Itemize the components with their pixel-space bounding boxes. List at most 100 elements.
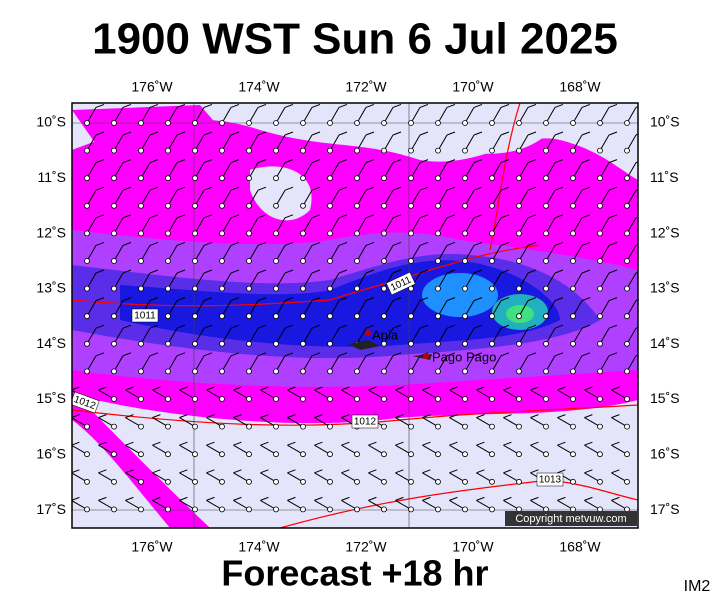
barb-staff <box>167 355 178 372</box>
barb-staff <box>611 499 628 510</box>
barb-flag <box>608 159 618 164</box>
barb-staff <box>194 245 205 262</box>
barb-flag <box>311 241 321 246</box>
barb-flag <box>422 414 431 419</box>
barb-staff <box>437 300 448 317</box>
barb-staff <box>626 355 637 372</box>
barb-station <box>381 313 387 320</box>
barb-staff <box>410 327 421 345</box>
barb-flag <box>557 469 566 474</box>
barb-flag <box>527 297 537 302</box>
barb-station <box>84 147 90 154</box>
label-box <box>385 271 416 296</box>
barb-station <box>273 147 279 154</box>
barb-station <box>246 230 252 237</box>
barb-flag <box>95 103 105 108</box>
barb-flag <box>230 241 240 246</box>
barb-staff <box>518 189 529 207</box>
barb-station <box>84 451 90 458</box>
barb-flag <box>176 131 186 136</box>
barb-station <box>624 258 630 264</box>
barb-flag <box>125 386 134 391</box>
barb-flag <box>503 496 512 501</box>
barb-station <box>624 285 630 292</box>
label-box <box>351 414 379 429</box>
barb-station <box>165 396 171 402</box>
barb-station <box>273 340 279 347</box>
barb-flag <box>338 352 348 357</box>
barb-flag <box>581 297 591 302</box>
barb-station <box>111 258 117 264</box>
barb-station <box>624 396 630 402</box>
barb-staff <box>491 217 502 234</box>
barb-flag <box>230 324 240 329</box>
barb-flag <box>365 324 375 329</box>
barb-staff <box>611 444 628 455</box>
barb-flag <box>341 414 350 419</box>
barb-station <box>219 451 225 458</box>
barb-flag <box>98 441 107 446</box>
barb-flag <box>608 214 618 219</box>
barb-flag <box>392 186 402 191</box>
barb-station <box>327 175 333 182</box>
barb-station <box>111 478 117 485</box>
barb-station <box>354 368 360 375</box>
barb-staff <box>410 162 421 179</box>
barb-station <box>543 423 549 430</box>
barb-station <box>624 175 630 182</box>
barb-station <box>381 258 387 264</box>
barb-staff <box>383 134 394 151</box>
barb-station <box>273 368 279 375</box>
barb-staff <box>545 355 556 372</box>
barb-flag <box>554 269 564 274</box>
lon-label: 176˚W <box>131 539 173 555</box>
barb-flag <box>554 324 564 329</box>
barb-flag <box>257 324 267 329</box>
barb-station <box>111 202 117 209</box>
barb-station <box>354 478 360 485</box>
barb-flag <box>473 131 483 136</box>
barb-staff <box>248 245 259 262</box>
barb-station <box>219 506 225 513</box>
barb-flag <box>368 496 377 501</box>
barb-staff <box>287 389 304 400</box>
barb-station <box>219 313 225 320</box>
barb-staff <box>152 499 169 510</box>
barb-staff <box>194 189 205 207</box>
barb-flag <box>203 103 213 108</box>
barb-station <box>219 147 225 154</box>
barb-station <box>300 202 306 209</box>
barb-staff <box>530 499 547 510</box>
barb-flag <box>122 241 132 246</box>
barb-flag <box>149 324 159 329</box>
barb-staff <box>287 472 304 483</box>
barb-flag <box>233 414 242 419</box>
barb-staff <box>437 245 448 262</box>
barb-flag <box>257 269 267 274</box>
barb-flag <box>419 186 429 191</box>
barb-station <box>543 396 549 402</box>
barb-station <box>327 340 333 347</box>
barb-staff <box>302 134 313 151</box>
barb-station <box>84 202 90 209</box>
barb-staff <box>383 162 394 179</box>
barb-staff <box>464 107 475 124</box>
barb-station <box>138 396 144 402</box>
barb-staff <box>98 472 115 483</box>
barb-staff <box>260 389 277 400</box>
barb-station <box>489 175 495 182</box>
barb-station <box>408 147 414 154</box>
barb-flag <box>608 269 618 274</box>
barb-flag <box>530 469 539 474</box>
barb-station <box>408 230 414 237</box>
barb-station <box>138 340 144 347</box>
barb-staff <box>302 217 313 234</box>
lat-label: 16˚S <box>650 446 680 462</box>
lon-label: 168˚W <box>559 539 601 555</box>
barb-staff <box>248 217 259 234</box>
barb-station <box>381 451 387 458</box>
barb-flag <box>446 103 456 108</box>
barb-staff <box>140 162 151 179</box>
barb-staff <box>167 107 178 124</box>
barb-flag <box>446 241 456 246</box>
